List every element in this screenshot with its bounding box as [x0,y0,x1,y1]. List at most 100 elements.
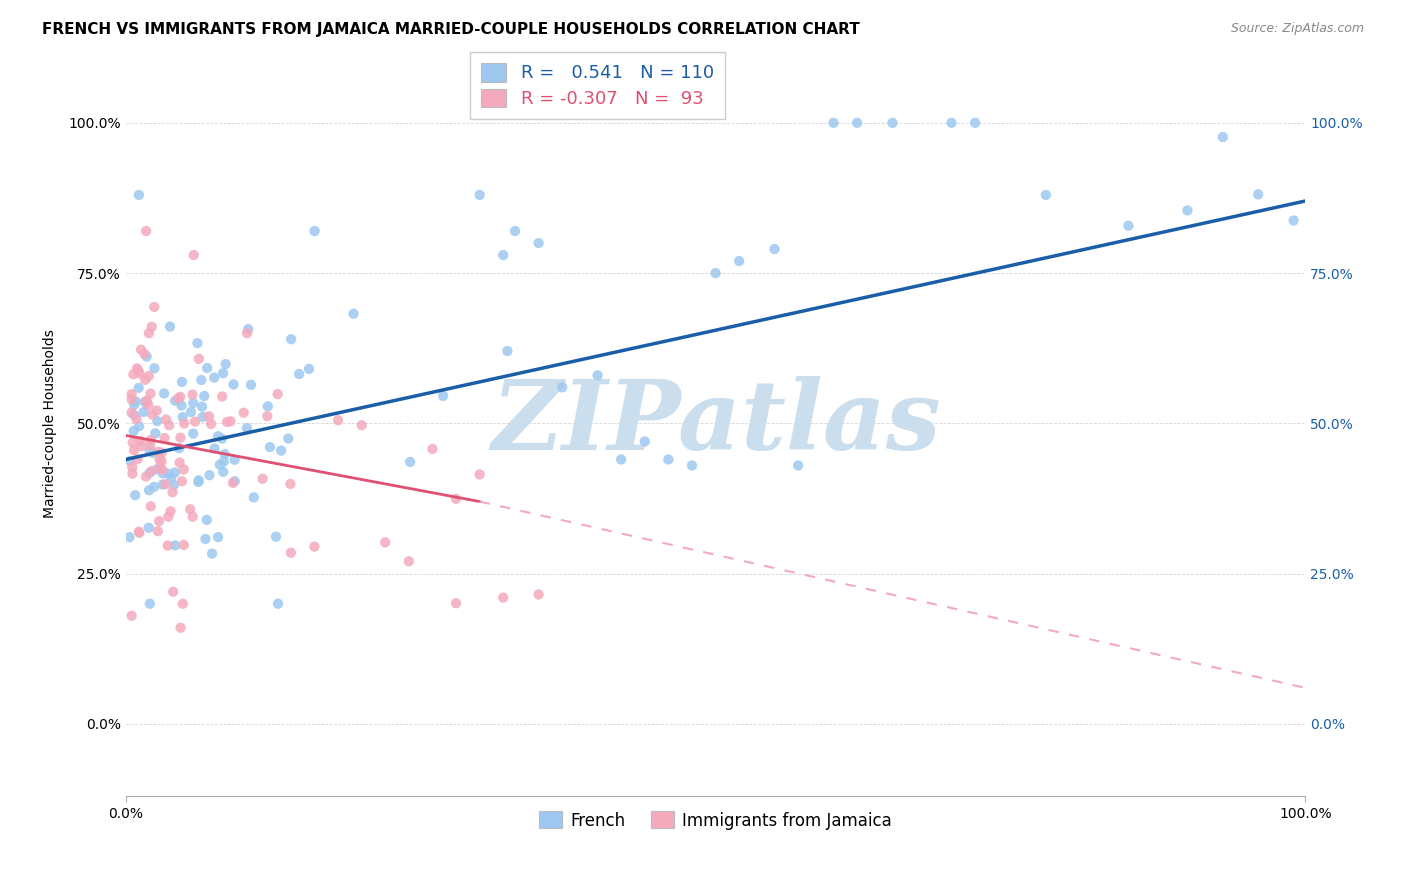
Point [124,488,146,502]
Point [232,406,254,420]
Point [846,116,869,130]
Point [138,443,160,458]
Point [326,413,349,427]
Point [146,403,169,417]
Point [444,596,467,610]
Point [138,368,160,383]
Point [152,467,174,481]
Point [267,597,290,611]
Point [496,344,519,359]
Point [212,465,235,479]
Point [181,387,204,401]
Point [138,483,160,498]
Point [135,469,157,483]
Point [165,538,187,552]
Point [238,322,260,336]
Point [134,347,156,361]
Point [150,446,173,460]
Point [128,188,150,202]
Point [170,475,193,489]
Point [152,477,174,491]
Point [128,364,150,378]
Point [121,435,143,450]
Point [444,491,467,506]
Point [207,429,229,443]
Point [157,418,180,433]
Point [586,368,609,383]
Point [882,116,904,130]
Point [135,394,157,409]
Point [1035,188,1057,202]
Point [198,468,221,483]
Point [222,475,245,490]
Point [236,326,259,341]
Point [468,188,491,202]
Point [728,254,751,268]
Point [128,367,150,381]
Point [215,415,238,429]
Point [183,248,205,262]
Point [610,452,633,467]
Point [239,377,262,392]
Point [204,442,226,456]
Point [212,454,235,468]
Point [120,454,142,468]
Point [148,514,170,528]
Point [121,467,143,481]
Point [163,478,186,492]
Text: Source: ZipAtlas.com: Source: ZipAtlas.com [1230,22,1364,36]
Legend: French, Immigrants from Jamaica: French, Immigrants from Jamaica [533,805,898,836]
Point [156,539,179,553]
Point [165,393,187,408]
Point [167,441,190,455]
Point [242,491,264,505]
Point [136,398,159,412]
Point [121,608,143,623]
Point [181,509,204,524]
Point [149,460,172,475]
Point [139,433,162,447]
Point [432,389,454,403]
Point [187,351,209,366]
Point [1247,187,1270,202]
Point [124,408,146,422]
Text: ZIPatlas: ZIPatlas [491,376,941,470]
Point [172,410,194,425]
Point [160,471,183,485]
Point [304,224,326,238]
Point [787,458,810,473]
Point [139,500,162,514]
Point [288,367,311,381]
Point [163,466,186,480]
Point [121,392,143,407]
Point [132,405,155,419]
Point [187,475,209,489]
Y-axis label: Married-couple Households: Married-couple Households [44,329,58,518]
Point [207,530,229,544]
Point [191,409,214,424]
Point [181,426,204,441]
Point [143,480,166,494]
Point [135,393,157,408]
Point [634,434,657,449]
Point [157,509,180,524]
Point [398,554,420,568]
Point [1177,203,1199,218]
Point [125,394,148,409]
Point [121,406,143,420]
Point [127,452,149,467]
Point [138,326,160,341]
Point [135,350,157,364]
Point [422,442,444,456]
Point [208,458,231,472]
Point [129,434,152,448]
Point [138,521,160,535]
Point [125,412,148,426]
Point [492,591,515,605]
Point [152,463,174,477]
Point [823,116,845,130]
Point [298,362,321,376]
Point [191,400,214,414]
Point [551,380,574,394]
Point [134,373,156,387]
